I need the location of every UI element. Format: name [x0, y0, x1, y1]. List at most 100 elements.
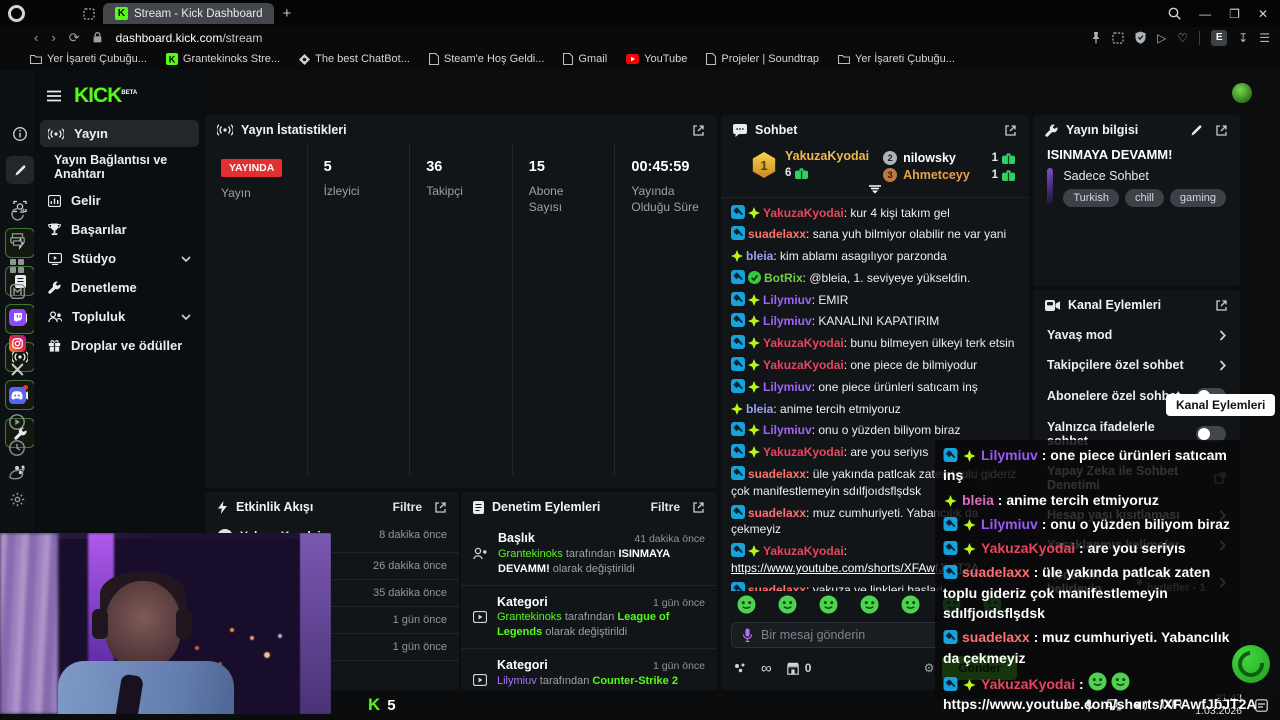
lock-icon[interactable] — [93, 30, 102, 46]
chat-message[interactable]: suadelaxx: sana yuh bilmiyor olabilir ne… — [721, 224, 1029, 246]
activity-filter-button[interactable]: Filtre — [392, 500, 422, 514]
chat-username[interactable]: YakuzaKyodai — [763, 336, 844, 351]
emote-icon[interactable] — [860, 595, 879, 614]
whale-icon[interactable] — [9, 465, 26, 482]
activity-row[interactable]: 1 gün önce — [205, 634, 459, 661]
category-name[interactable]: Sadece Sohbet — [1063, 169, 1149, 183]
history-icon[interactable] — [9, 439, 26, 456]
emote-icon[interactable] — [901, 595, 920, 614]
bookmark[interactable]: Projeler | Soundtrap — [706, 53, 819, 65]
chat-message[interactable]: bleia: anime tercih etmiyoruz — [721, 398, 1029, 420]
chat-message[interactable]: bleia: kim ablamı asagılıyor parzonda — [721, 246, 1029, 268]
widget-dots-button[interactable] — [6, 456, 34, 484]
x-twitter-icon[interactable] — [9, 361, 26, 378]
chat-message[interactable]: YakuzaKyodai: https://www.youtube.com/sh… — [721, 541, 1029, 580]
snapshot-icon[interactable] — [1112, 31, 1124, 44]
shop-icon[interactable] — [786, 662, 800, 675]
grid-icon[interactable] — [9, 257, 26, 274]
maximize-button[interactable]: ❐ — [1229, 6, 1240, 21]
close-button[interactable]: ✕ — [1257, 6, 1268, 21]
chat-message[interactable]: YakuzaKyodai: are you seriyıs — [721, 442, 1029, 464]
speaker-icon[interactable] — [1134, 699, 1147, 711]
chat-username[interactable]: YakuzaKyodai — [763, 445, 844, 460]
chat-message[interactable]: Lilymiuv: onu o yüzden biliyom biraz — [721, 420, 1029, 442]
emote-icon[interactable] — [819, 595, 838, 614]
chat-message[interactable]: YakuzaKyodai: one piece de bilmiyodur — [721, 355, 1029, 377]
sync-icon[interactable] — [9, 205, 26, 222]
gif-infinity-icon[interactable]: ∞ — [761, 659, 772, 677]
stream-tag[interactable]: Turkish — [1063, 189, 1119, 207]
browser-tab[interactable]: K Stream - Kick Dashboard — [103, 3, 275, 24]
discord-icon[interactable] — [8, 385, 28, 404]
pin-icon[interactable] — [1091, 31, 1101, 44]
bookmark[interactable]: Yer İşareti Çubuğu... — [838, 53, 955, 65]
toggle-switch[interactable] — [1196, 426, 1226, 442]
play-extension-icon[interactable]: ▷ — [1157, 30, 1167, 45]
chat-username[interactable]: BotRix — [764, 270, 803, 285]
download-icon[interactable]: ↧ — [1238, 30, 1249, 45]
activity-row[interactable]: 35 dakika önce — [205, 580, 459, 607]
chat-message[interactable]: YakuzaKyodai: kur 4 kişi takım gel — [721, 202, 1029, 224]
channel-action-row[interactable]: Yavaş mod — [1033, 320, 1240, 350]
bookmark[interactable]: YouTube — [626, 53, 687, 65]
chat-username[interactable]: bleia — [746, 249, 774, 264]
stream-tag[interactable]: gaming — [1169, 189, 1226, 207]
workspace-icon[interactable] — [83, 7, 95, 20]
chat-username[interactable]: YakuzaKyodai — [763, 358, 844, 373]
chat-message[interactable]: Lilymiuv: KANALINI KAPATIRIM — [721, 311, 1029, 333]
sidebar-item-gelir[interactable]: Gelir — [40, 187, 199, 214]
minimize-button[interactable]: — — [1199, 6, 1212, 21]
hamburger-menu-icon[interactable] — [46, 90, 62, 102]
chat-message[interactable]: BotRix: @bleia, 1. seviyeye yükseldin. — [721, 267, 1029, 289]
url-field[interactable]: dashboard.kick.com/stream — [115, 30, 263, 45]
network-icon[interactable] — [1106, 699, 1121, 711]
chat-username[interactable]: suadelaxx — [748, 505, 807, 520]
settings-icon[interactable] — [9, 491, 26, 508]
chat-message[interactable]: YakuzaKyodai: bunu bilmeyen ülkeyi terk … — [721, 333, 1029, 355]
extension-badge[interactable]: E — [1211, 29, 1228, 46]
bookmark[interactable]: Gmail — [563, 53, 607, 65]
chat-username[interactable]: suadelaxx — [748, 582, 807, 591]
moderation-row[interactable]: Kategori 1 gün önce Grantekinoks tarafında… — [461, 586, 717, 650]
reload-button[interactable]: ⟳ — [68, 29, 80, 45]
sidebar-item-topluluk[interactable]: Topluluk — [40, 303, 199, 330]
language-indicator[interactable]: TUR — [1159, 699, 1183, 711]
chat-username[interactable]: Lilymiuv — [763, 379, 812, 394]
printer-icon[interactable] — [9, 231, 26, 248]
activity-row[interactable]: 1 gün önce — [205, 607, 459, 634]
chat-username[interactable]: YakuzaKyodai — [763, 205, 844, 220]
chat-message[interactable]: Lilymiuv: EMIR — [721, 289, 1029, 311]
emote-icon[interactable] — [737, 595, 756, 614]
twitch-icon[interactable] — [8, 309, 26, 326]
user-avatar[interactable] — [1232, 83, 1252, 103]
chevron-right-icon[interactable] — [1219, 359, 1226, 371]
sidebar-item-ba-ar-lar[interactable]: Başarılar — [40, 216, 199, 243]
chat-username[interactable]: suadelaxx — [748, 227, 807, 242]
chat-username[interactable]: suadelaxx — [748, 467, 807, 482]
kick-logo[interactable]: KICKBETA — [74, 84, 138, 107]
overlay-app-logo[interactable] — [1232, 645, 1270, 683]
search-icon[interactable] — [1168, 7, 1181, 20]
chat-username[interactable]: Lilymiuv — [763, 292, 812, 307]
heart-extension-icon[interactable]: ♡ — [1177, 30, 1189, 45]
sidebar-item-yay-n[interactable]: Yayın — [40, 120, 199, 147]
instagram-icon[interactable] — [8, 335, 26, 352]
emote-icon[interactable] — [778, 595, 797, 614]
moderation-filter-button[interactable]: Filtre — [650, 500, 680, 514]
sidebar-item-denetleme[interactable]: Denetleme — [40, 274, 199, 301]
chat-message-list[interactable]: YakuzaKyodai: kur 4 kişi takım gel suadel… — [721, 197, 1029, 591]
bookmark[interactable]: Steam'e Hoş Geldi... — [428, 53, 544, 65]
notifications-icon[interactable] — [1255, 698, 1268, 712]
leaderboard-collapse-button[interactable] — [721, 184, 1029, 197]
chevron-right-icon[interactable] — [1219, 329, 1226, 341]
forward-button[interactable]: › — [51, 29, 56, 45]
channel-action-row[interactable]: Takipçilere özel sohbet — [1033, 350, 1240, 380]
sidebar-item-st-dyo[interactable]: Stüdyo — [40, 245, 199, 272]
tray-microphone-icon[interactable] — [1084, 699, 1094, 712]
chat-username[interactable]: bleia — [746, 401, 774, 416]
back-button[interactable]: ‹ — [34, 29, 39, 45]
player-icon[interactable] — [9, 413, 26, 430]
chat-message[interactable]: Lilymiuv: one piece ürünleri satıcam inş — [721, 376, 1029, 398]
widget-pencil-button[interactable] — [6, 156, 34, 184]
emoji-picker-icon[interactable] — [733, 662, 747, 674]
